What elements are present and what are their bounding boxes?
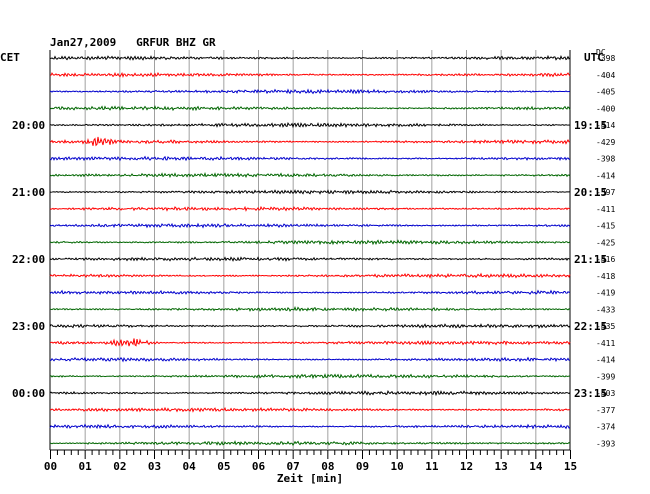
dc-offset-label: -414: [596, 171, 615, 180]
left-hour-label: 00:00: [12, 387, 45, 400]
traces: [49, 54, 571, 446]
right-hour-label: 23:15: [574, 387, 607, 400]
seismic-trace: [49, 306, 571, 312]
seismic-trace: [49, 323, 571, 329]
dc-offset-label: -405: [596, 88, 615, 97]
dc-offset-label: -404: [596, 71, 615, 80]
dc-offset-label: -403: [596, 389, 615, 398]
dc-offset-label: -429: [596, 138, 615, 147]
seismic-trace: [49, 54, 571, 61]
x-tick-label: 02: [113, 460, 126, 473]
seismic-trace: [49, 88, 571, 95]
right-axis-label: UTC: [584, 51, 604, 64]
x-tick-label: 03: [148, 460, 161, 473]
x-tick-label: 05: [217, 460, 230, 473]
x-tick-label: 10: [391, 460, 404, 473]
seismic-trace: [49, 121, 571, 129]
seismic-trace: [49, 155, 571, 162]
dc-offset-label: -397: [596, 188, 615, 197]
seismic-trace: [49, 289, 571, 296]
x-tick-label: 14: [529, 460, 543, 473]
x-tick-label: 01: [79, 460, 93, 473]
seismic-trace: [49, 272, 571, 279]
dc-offset-label: -435: [596, 322, 615, 331]
left-hour-label: 23:00: [12, 320, 45, 333]
dc-offset-label: -411: [596, 205, 615, 214]
dc-offset-label: -411: [596, 339, 615, 348]
right-hour-label: 21:15: [574, 253, 607, 266]
right-hour-label: 22:15: [574, 320, 607, 333]
dc-offset-label: -414: [596, 121, 615, 130]
seismic-trace: [49, 189, 571, 195]
seismic-trace: [49, 373, 571, 380]
seismic-trace: [49, 172, 571, 179]
x-tick-label: 11: [425, 460, 439, 473]
dc-offset-label: -414: [596, 356, 615, 365]
seismic-trace: [49, 423, 571, 430]
x-tick-label: 15: [564, 460, 577, 473]
dc-offset-label: -400: [596, 104, 615, 113]
dc-offset-label: -416: [596, 255, 615, 264]
dc-offset-label: -415: [596, 222, 615, 231]
x-tick-label: 13: [495, 460, 508, 473]
grid: [49, 50, 571, 459]
right-hour-label: 19:15: [574, 119, 607, 132]
left-hour-label: 22:00: [12, 253, 45, 266]
seismic-trace: [49, 338, 571, 347]
dc-header: DC: [596, 48, 606, 57]
seismic-trace: [49, 406, 571, 413]
labels: Jan27,2009 GRFUR BHZ GR CET UTC DC Zeit …: [0, 36, 606, 485]
seismic-trace: [49, 390, 571, 397]
dc-offset-label: -393: [596, 439, 615, 448]
seismic-trace: [49, 71, 571, 79]
x-tick-label: 00: [44, 460, 57, 473]
dc-offset-label: -418: [596, 272, 615, 281]
dc-offset-label: -425: [596, 238, 615, 247]
x-axis-label: Zeit [min]: [277, 472, 343, 485]
seismic-trace: [49, 205, 571, 212]
dc-offset-label: -433: [596, 305, 615, 314]
x-tick-label: 08: [321, 460, 334, 473]
dc-offset-label: -374: [596, 423, 615, 432]
left-axis-label: CET: [0, 51, 20, 64]
seismic-trace: [49, 239, 571, 246]
seismic-trace: [49, 256, 571, 262]
x-tick-label: 12: [460, 460, 473, 473]
dc-offset-label: -399: [596, 372, 615, 381]
x-tick-label: 07: [287, 460, 300, 473]
dc-offset-label: -419: [596, 289, 615, 298]
seismic-trace: [49, 356, 571, 363]
dc-offset-label: -398: [596, 155, 615, 164]
x-tick-label: 04: [183, 460, 197, 473]
dynamic-labels: 00 01 02 03 04 05 06 07 08 09 10 11 12 13 14 15 -398 -404…: [12, 54, 615, 473]
left-hour-label: 20:00: [12, 119, 45, 132]
dc-offset-label: -377: [596, 406, 615, 415]
dc-offset-label: -398: [596, 54, 615, 63]
x-tick-label: 09: [356, 460, 369, 473]
right-hour-label: 20:15: [574, 186, 607, 199]
seismic-trace: [49, 440, 571, 446]
seismic-trace: [49, 222, 571, 229]
left-hour-label: 21:00: [12, 186, 45, 199]
seismic-trace: [49, 136, 571, 147]
seismic-trace: [49, 105, 571, 112]
x-tick-label: 06: [252, 460, 266, 473]
chart-title: Jan27,2009 GRFUR BHZ GR: [50, 36, 216, 49]
